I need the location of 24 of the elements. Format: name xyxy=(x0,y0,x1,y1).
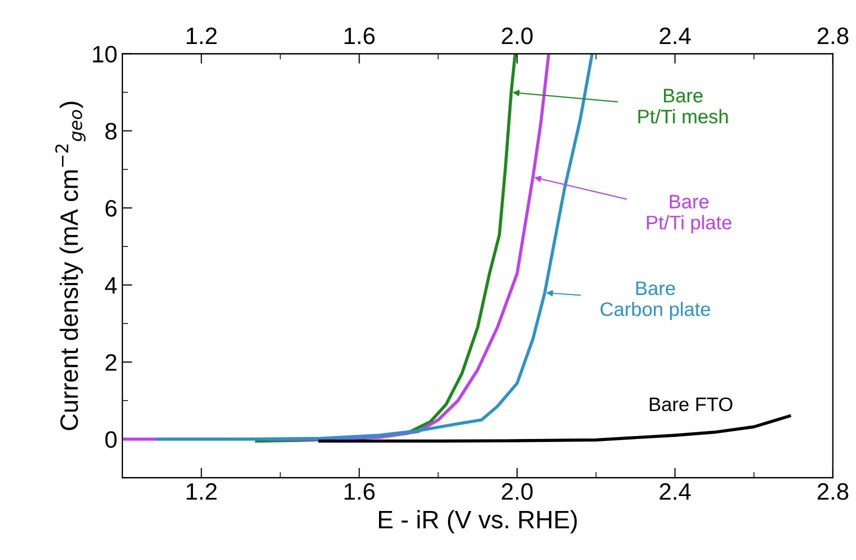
text: Bare Pt/Ti mesh xyxy=(638,88,728,124)
x-axis-title: E - iR (V vs. RHE) xyxy=(379,510,577,534)
y-tick-label: 8 xyxy=(105,122,117,140)
y-tick-label: 4 xyxy=(104,277,117,294)
text: Bare Carbon plate xyxy=(600,282,710,320)
x-tick-label: 1.6 xyxy=(344,483,375,500)
x2-tick-label: 2.0 xyxy=(502,28,533,44)
line-series xyxy=(318,414,791,443)
y-tick-label: 0 xyxy=(105,431,117,448)
x2-tick-label: 2.4 xyxy=(660,28,691,44)
x-tick-label: 1.2 xyxy=(186,483,217,500)
y-axis-title: Current density (mA cm$^{−2}$$_{geo}$) xyxy=(55,102,86,430)
legend-label: Bare Pt/Ti plate xyxy=(647,194,732,234)
x-tick-label: 2.4 xyxy=(660,483,691,500)
x-tick-label: 2.0 xyxy=(502,483,533,500)
y-tick-label: 6 xyxy=(106,200,117,217)
x2-tick-label: 1.2 xyxy=(186,28,217,44)
x2-tick-label: 2.8 xyxy=(818,28,848,44)
y-tick-label: 2 xyxy=(106,354,116,371)
series-label: Bare FTO xyxy=(650,397,732,412)
x2-tick-label: 1.6 xyxy=(344,28,375,44)
line-series xyxy=(156,54,594,441)
x-tick-label: 2.8 xyxy=(818,483,848,500)
y-tick-label: 10 xyxy=(93,46,117,63)
